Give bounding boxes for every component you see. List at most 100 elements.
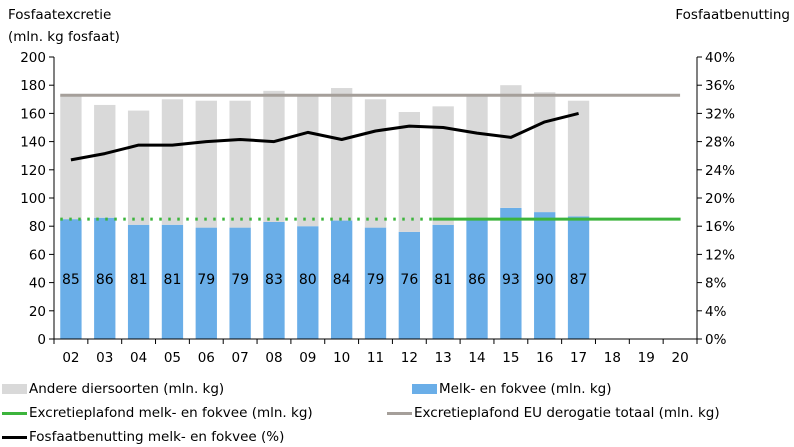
- right-tick-label: 28%: [705, 135, 735, 151]
- right-tick-label: 36%: [705, 78, 735, 94]
- bar-melk-fokvee-12: [398, 231, 421, 339]
- bar-andere-diersoorten-06: [195, 100, 217, 228]
- bar-melk-fokvee-10: [330, 220, 353, 339]
- bar-andere-diersoorten-04: [127, 110, 150, 225]
- bar-andere-diersoorten-12: [398, 111, 421, 232]
- left-tick-label: 120: [20, 163, 46, 179]
- right-tick-label: 12%: [705, 247, 735, 263]
- legend-item-andere-diersoorten: Andere diersoorten (mln. kg): [2, 380, 224, 398]
- data-label-07: 79: [231, 272, 249, 288]
- legend-item-excretieplafond-melk: Excretieplafond melk- en fokvee (mln. kg…: [2, 404, 313, 422]
- bar-melk-fokvee-17: [567, 216, 590, 339]
- left-tick-label: 60: [29, 247, 46, 263]
- x-tick-label: 06: [198, 350, 215, 366]
- bar-melk-fokvee-16: [534, 212, 556, 339]
- legend-label: Excretieplafond EU derogatie totaal (mln…: [414, 405, 720, 421]
- bar-melk-fokvee-05: [161, 224, 184, 339]
- left-tick-label: 0: [37, 332, 46, 348]
- stacked-bars: [60, 85, 590, 339]
- bar-andere-diersoorten-16: [534, 92, 556, 213]
- bar-andere-diersoorten-13: [432, 106, 454, 225]
- left-tick-label: 40: [29, 276, 46, 292]
- bar-melk-fokvee-04: [127, 224, 150, 339]
- data-label-17: 87: [570, 272, 588, 288]
- left-tick-label: 20: [29, 304, 46, 320]
- bar-melk-fokvee-02: [60, 219, 82, 339]
- bar-andere-diersoorten-09: [297, 95, 319, 227]
- x-tick-label: 03: [96, 350, 113, 366]
- x-tick-label: 13: [435, 350, 452, 366]
- data-label-08: 83: [265, 272, 283, 288]
- bar-melk-fokvee-09: [297, 226, 319, 339]
- reference-lines: [60, 93, 681, 221]
- legend-swatch-taupe-line: [387, 411, 412, 415]
- data-label-05: 81: [164, 272, 182, 288]
- x-tick-label: 08: [265, 350, 282, 366]
- x-tick-label: 20: [671, 350, 688, 366]
- x-tick-label: 10: [333, 350, 350, 366]
- bar-andere-diersoorten-07: [229, 100, 251, 228]
- x-tick-label: 05: [164, 350, 181, 366]
- x-tick-label: 15: [502, 350, 519, 366]
- left-tick-label: 80: [29, 219, 46, 235]
- bar-andere-diersoorten-05: [161, 99, 184, 225]
- bar-andere-diersoorten-15: [500, 85, 522, 208]
- right-tick-label: 40%: [705, 50, 735, 66]
- bar-andere-diersoorten-02: [60, 95, 82, 220]
- data-label-02: 85: [62, 272, 80, 288]
- bar-melk-fokvee-07: [229, 227, 251, 339]
- data-label-10: 84: [333, 272, 351, 288]
- legend-swatch-green-line: [2, 411, 27, 415]
- data-label-14: 86: [468, 272, 486, 288]
- data-label-12: 76: [400, 272, 418, 288]
- legend-swatch-blue: [412, 384, 437, 394]
- legend-label: Andere diersoorten (mln. kg): [29, 381, 225, 397]
- right-tick-label: 4%: [705, 304, 727, 320]
- data-label-13: 81: [434, 272, 452, 288]
- x-tick-label: 14: [468, 350, 485, 366]
- data-label-16: 90: [536, 272, 554, 288]
- axes: 0204060801001201401601802000%4%8%12%16%2…: [20, 50, 735, 366]
- x-tick-label: 18: [604, 350, 621, 366]
- data-label-06: 79: [197, 272, 215, 288]
- left-tick-label: 180: [20, 78, 46, 94]
- right-tick-label: 8%: [705, 276, 727, 292]
- bar-andere-diersoorten-10: [330, 88, 353, 221]
- bar-melk-fokvee-14: [466, 217, 488, 339]
- left-tick-label: 100: [20, 191, 46, 207]
- left-axis-title-line2: (mln. kg fosfaat): [8, 29, 120, 45]
- x-tick-label: 09: [299, 350, 316, 366]
- bar-andere-diersoorten-08: [263, 90, 285, 222]
- utilisation-line: [70, 111, 579, 162]
- right-tick-label: 20%: [705, 191, 735, 207]
- x-tick-label: 12: [401, 350, 418, 366]
- x-tick-label: 07: [232, 350, 249, 366]
- bar-melk-fokvee-06: [195, 227, 217, 339]
- bar-melk-fokvee-08: [263, 221, 285, 339]
- right-tick-label: 16%: [705, 219, 735, 235]
- bar-melk-fokvee-15: [500, 207, 522, 339]
- x-tick-label: 17: [570, 350, 587, 366]
- bar-melk-fokvee-11: [364, 227, 387, 339]
- data-label-03: 86: [96, 272, 114, 288]
- right-tick-label: 0%: [705, 332, 727, 348]
- left-tick-label: 200: [20, 50, 46, 66]
- legend-label: Fosfaatbenutting melk- en fokvee (%): [29, 429, 285, 445]
- legend-swatch-black-line: [2, 435, 27, 439]
- x-tick-label: 16: [536, 350, 553, 366]
- legend-item-excretieplafond-eu: Excretieplafond EU derogatie totaal (mln…: [387, 404, 720, 422]
- legend-label: Melk- en fokvee (mln. kg): [439, 381, 612, 397]
- legend-swatch-grey: [2, 384, 27, 394]
- right-axis-title: Fosfaatbenutting: [675, 7, 790, 23]
- bar-data-labels: 85 86 81 81 79 79 83 80 84 79 76 81 86 93 90 87: [62, 272, 587, 288]
- bar-melk-fokvee-03: [94, 217, 116, 339]
- data-label-11: 79: [367, 272, 385, 288]
- right-tick-label: 32%: [705, 106, 735, 122]
- x-tick-label: 02: [62, 350, 79, 366]
- left-tick-label: 160: [20, 106, 46, 122]
- x-tick-label: 19: [638, 350, 655, 366]
- line-fosfaatbenutting: [70, 111, 579, 162]
- left-tick-label: 140: [20, 135, 46, 151]
- legend-item-fosfaatbenutting: Fosfaatbenutting melk- en fokvee (%): [2, 428, 284, 446]
